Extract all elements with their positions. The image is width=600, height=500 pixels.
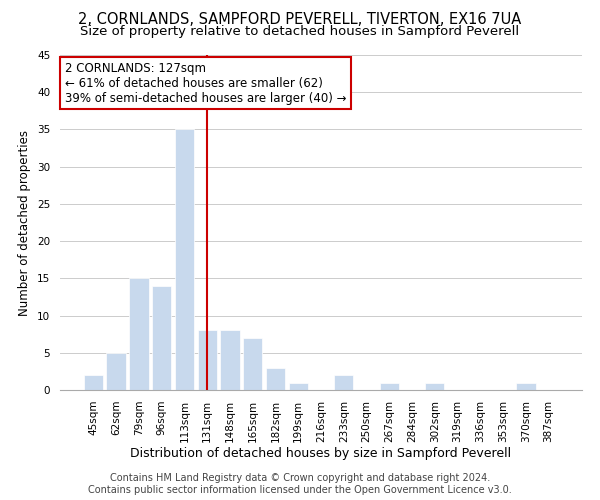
Y-axis label: Number of detached properties: Number of detached properties [19,130,31,316]
Text: 2 CORNLANDS: 127sqm
← 61% of detached houses are smaller (62)
39% of semi-detach: 2 CORNLANDS: 127sqm ← 61% of detached ho… [65,62,347,104]
Bar [289,382,308,390]
Bar [334,375,353,390]
Bar [220,330,239,390]
Bar [380,382,399,390]
Text: 2, CORNLANDS, SAMPFORD PEVERELL, TIVERTON, EX16 7UA: 2, CORNLANDS, SAMPFORD PEVERELL, TIVERTO… [79,12,521,28]
Bar [197,330,217,390]
Text: Size of property relative to detached houses in Sampford Peverell: Size of property relative to detached ho… [80,25,520,38]
Bar [243,338,262,390]
Bar [84,375,103,390]
X-axis label: Distribution of detached houses by size in Sampford Peverell: Distribution of detached houses by size … [130,448,512,460]
Bar [175,130,194,390]
Bar [516,382,536,390]
Bar [106,353,126,390]
Bar [425,382,445,390]
Bar [152,286,172,390]
Text: Contains HM Land Registry data © Crown copyright and database right 2024.
Contai: Contains HM Land Registry data © Crown c… [88,474,512,495]
Bar [266,368,285,390]
Bar [129,278,149,390]
